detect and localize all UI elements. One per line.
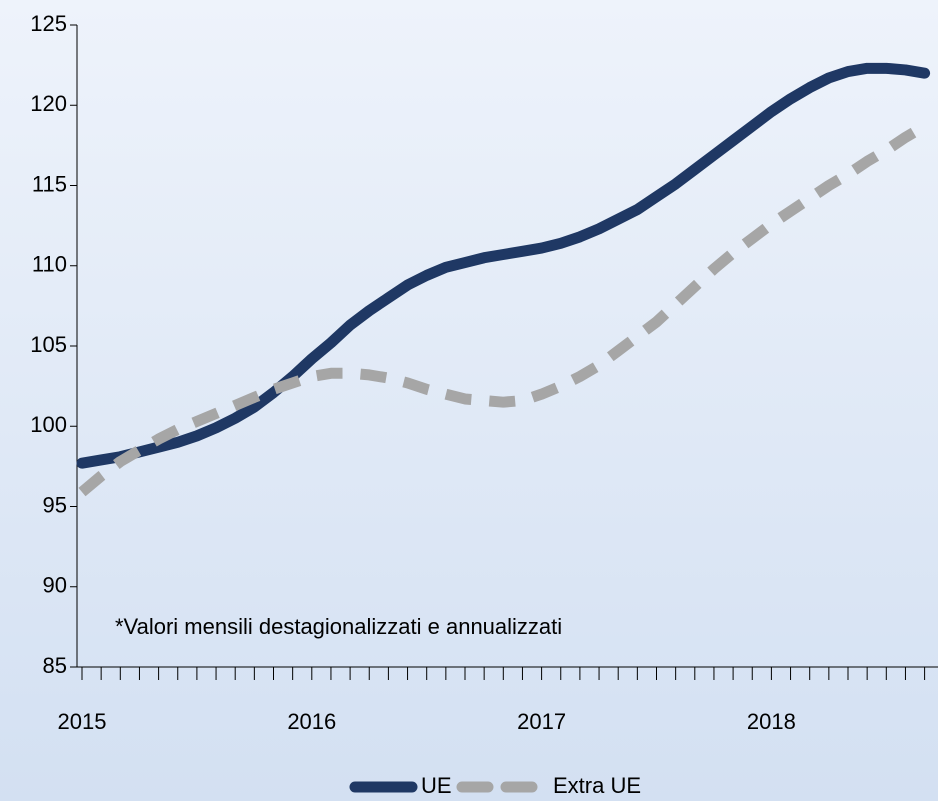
x-tick-label: 2017 <box>517 709 566 734</box>
y-tick-label: 90 <box>43 573 67 598</box>
x-tick-label: 2015 <box>58 709 107 734</box>
line-series <box>76 62 931 469</box>
y-tick-label: 120 <box>30 91 67 116</box>
y-tick-label: 100 <box>30 412 67 437</box>
y-tick-label: 85 <box>43 653 67 678</box>
legend-label: Extra UE <box>553 773 641 798</box>
y-tick-label: 125 <box>30 11 67 36</box>
x-tick-label: 2018 <box>747 709 796 734</box>
annotation: *Valori mensili destagionalizzati e annu… <box>115 614 562 639</box>
x-tick-label: 2016 <box>287 709 336 734</box>
y-tick-label: 105 <box>30 332 67 357</box>
line-series <box>78 121 928 497</box>
y-tick-label: 115 <box>32 171 67 196</box>
legend-label: UE <box>421 773 452 798</box>
y-tick-label: 95 <box>43 492 67 517</box>
y-tick-label: 110 <box>32 252 67 277</box>
